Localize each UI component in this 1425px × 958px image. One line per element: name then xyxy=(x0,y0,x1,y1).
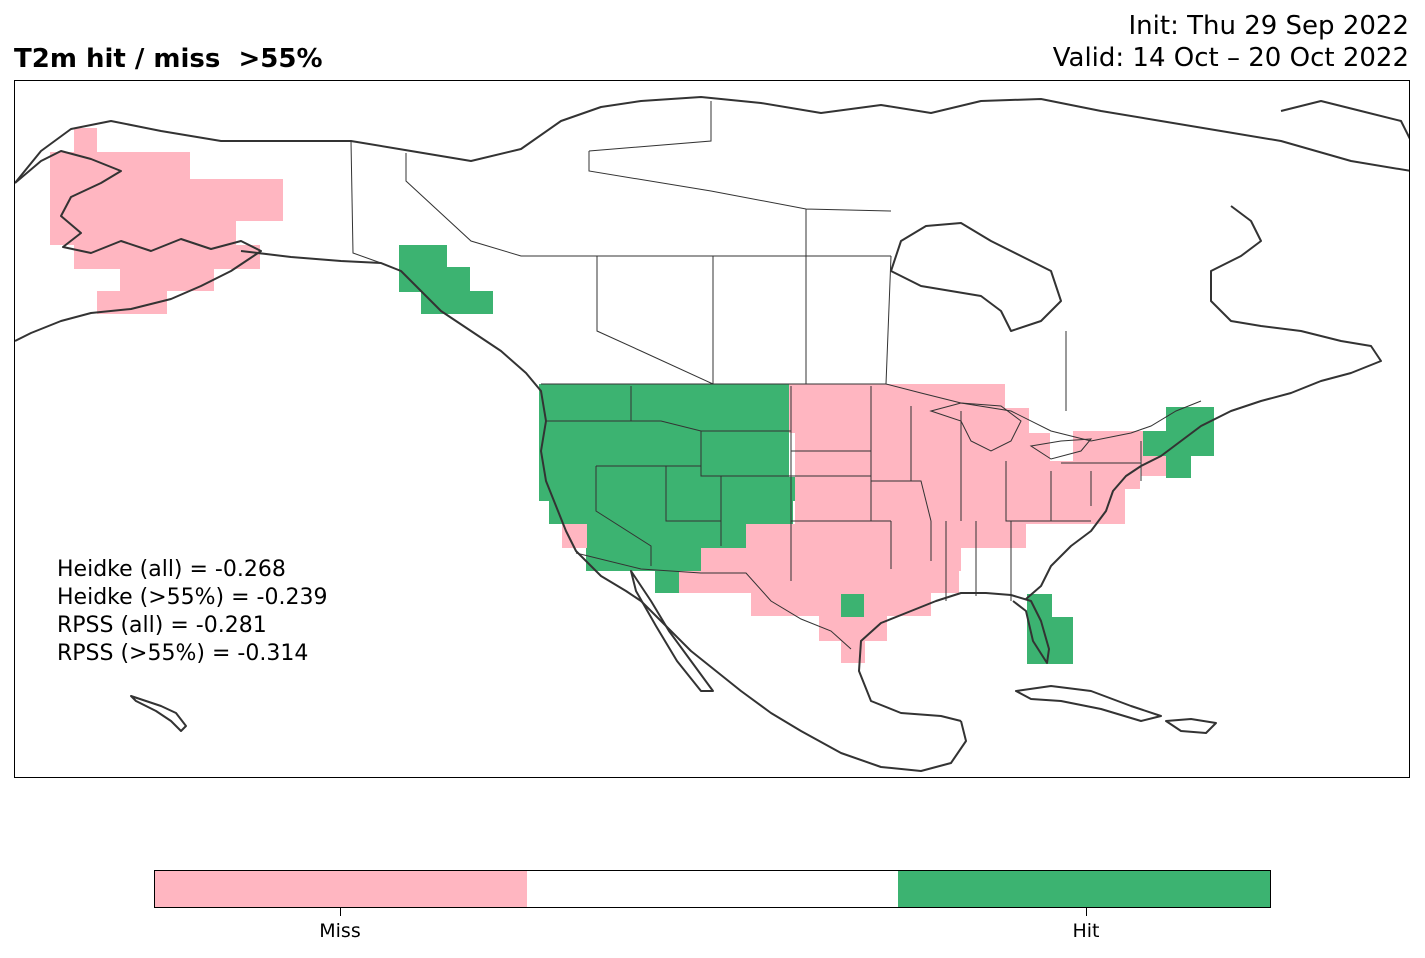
miss-cell-21 xyxy=(1073,431,1143,461)
colorbar-label-hit: Hit xyxy=(1072,920,1100,942)
miss-cell-6 xyxy=(97,291,167,314)
coastline-greenland xyxy=(1280,100,1409,140)
miss-cell-4 xyxy=(74,245,260,269)
coastline-baja xyxy=(630,570,714,692)
map-panel xyxy=(14,80,1410,778)
political-borders xyxy=(350,101,1202,650)
border-alaska xyxy=(350,140,382,264)
hit-cell-30 xyxy=(841,594,864,617)
valid-date: Valid: 14 Oct – 20 Oct 2022 xyxy=(1052,43,1409,73)
island-hawaii xyxy=(130,695,187,732)
miss-cell-22 xyxy=(1141,456,1166,476)
miss-cell-1 xyxy=(50,152,190,179)
colorbar xyxy=(154,870,1271,908)
hit-cell-7 xyxy=(399,245,447,269)
colorbar-tick-hit xyxy=(1086,908,1087,916)
miss-cell-24 xyxy=(746,524,1026,548)
island-hispaniola xyxy=(1165,718,1217,734)
miss-cell-19 xyxy=(795,461,1140,489)
colorbar-hit-segment xyxy=(898,871,1271,907)
border-states xyxy=(546,386,1142,601)
miss-cell-26 xyxy=(679,571,959,593)
hit-cell-14 xyxy=(586,548,701,571)
border-us-canada xyxy=(541,383,1202,442)
hit-cell-12 xyxy=(549,501,793,524)
hit-cell-11 xyxy=(539,477,819,501)
miss-cell-17 xyxy=(789,408,1029,433)
date-header: Init: Thu 29 Sep 2022 Valid: 14 Oct – 20… xyxy=(1053,10,1409,74)
coastline-pacific xyxy=(240,250,967,772)
border-us-mexico xyxy=(575,552,852,650)
colorbar-miss-segment xyxy=(155,871,527,907)
rpss-55: RPSS (>55%) = -0.314 xyxy=(57,641,309,666)
island-cuba xyxy=(1015,685,1162,722)
miss-cell-2 xyxy=(50,179,283,221)
miss-cell-0 xyxy=(74,128,97,153)
verification-stats: Heidke (all) = -0.268 Heidke (>55%) = -0… xyxy=(57,556,327,668)
init-date: Init: Thu 29 Sep 2022 xyxy=(1128,11,1409,41)
coastlines xyxy=(15,96,1409,772)
coastline-arctic xyxy=(15,96,1409,184)
great-lakes xyxy=(929,402,1093,460)
colorbar-tick-miss xyxy=(340,908,341,916)
colorbar-neutral-segment xyxy=(526,871,899,907)
miss-cell-23 xyxy=(562,524,587,548)
colorbar-label-miss: Miss xyxy=(319,920,361,942)
miss-cell-28 xyxy=(819,616,887,641)
miss-cell-18 xyxy=(795,433,1050,461)
chart-title: T2m hit / miss >55% xyxy=(14,44,323,74)
hit-cell-33 xyxy=(1166,456,1191,478)
miss-cell-20 xyxy=(795,489,1125,524)
rpss-all: RPSS (all) = -0.281 xyxy=(57,613,267,638)
north-america-map xyxy=(15,96,1409,772)
heidke-all: Heidke (all) = -0.268 xyxy=(57,557,286,582)
hit-cell-35 xyxy=(1027,617,1073,664)
hit-cell-31 xyxy=(1166,407,1214,432)
coastline-gulf xyxy=(858,592,1050,722)
miss-cell-25 xyxy=(701,548,961,571)
hit-miss-cells xyxy=(50,128,1214,664)
border-provinces xyxy=(405,101,1067,411)
hit-cell-13 xyxy=(586,524,746,548)
coastline-hudson-bay xyxy=(890,222,1062,332)
hit-cell-15 xyxy=(655,571,679,593)
miss-cell-3 xyxy=(50,221,236,245)
hit-cell-34 xyxy=(1027,594,1052,619)
heidke-55: Heidke (>55%) = -0.239 xyxy=(57,585,328,610)
miss-cell-5 xyxy=(120,269,214,291)
coastline-alaska xyxy=(15,150,262,342)
coastline-atlantic xyxy=(1025,205,1382,600)
